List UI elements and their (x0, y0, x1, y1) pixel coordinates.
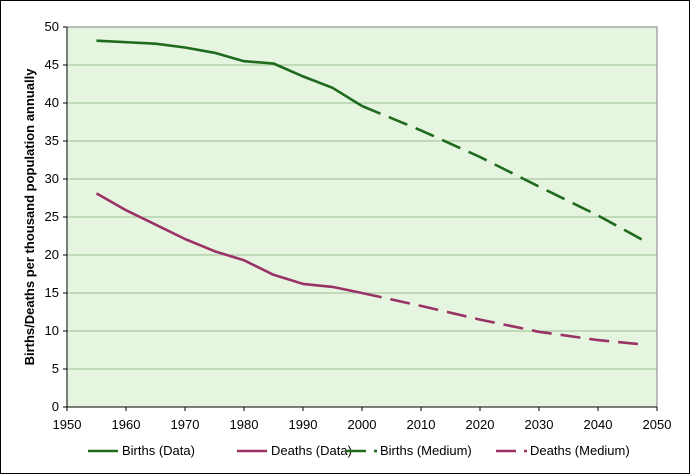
y-tick-label-15: 15 (45, 285, 59, 300)
series-lines (95, 39, 646, 346)
series-line-births-medium (361, 104, 646, 243)
series-line-deaths-data (95, 192, 363, 295)
legend-label-births-medium: Births (Medium) (380, 443, 472, 458)
x-tick-label-1980: 1980 (230, 417, 259, 432)
y-tick-label-5: 5 (52, 361, 59, 376)
series-line-births-data (96, 39, 363, 108)
x-tick-label-2000: 2000 (348, 417, 377, 432)
x-axis-ticks: 1950 1960 1970 1980 1990 2000 2010 2020 2030 2040… (53, 407, 672, 432)
legend-label-deaths-medium: Deaths (Medium) (530, 443, 630, 458)
x-tick-label-2050: 2050 (643, 417, 672, 432)
y-tick-label-30: 30 (45, 171, 59, 186)
legend: Births (Data) Deaths (Data) Births (Medium… (88, 443, 630, 458)
x-tick-label-2040: 2040 (584, 417, 613, 432)
legend-label-deaths-data: Deaths (Data) (271, 443, 352, 458)
x-tick-label-1960: 1960 (112, 417, 141, 432)
legend-label-births-data: Births (Data) (122, 443, 195, 458)
y-tick-label-10: 10 (45, 323, 59, 338)
y-tick-label-40: 40 (45, 95, 59, 110)
x-tick-label-1970: 1970 (171, 417, 200, 432)
y-tick-label-45: 45 (45, 57, 59, 72)
x-tick-label-1950: 1950 (53, 417, 82, 432)
y-tick-label-25: 25 (45, 209, 59, 224)
x-tick-label-1990: 1990 (289, 417, 318, 432)
y-tick-label-35: 35 (45, 133, 59, 148)
series-line-deaths-medium (361, 291, 646, 346)
x-tick-label-2020: 2020 (466, 417, 495, 432)
x-tick-label-2010: 2010 (407, 417, 436, 432)
y-axis-label: Births/Deaths per thousand population an… (22, 68, 37, 366)
y-tick-label-20: 20 (45, 247, 59, 262)
y-axis-ticks: 0 5 10 15 20 25 30 35 40 45 50 (45, 19, 67, 414)
y-tick-label-50: 50 (45, 19, 59, 34)
x-tick-label-2030: 2030 (525, 417, 554, 432)
y-tick-label-0: 0 (52, 399, 59, 414)
